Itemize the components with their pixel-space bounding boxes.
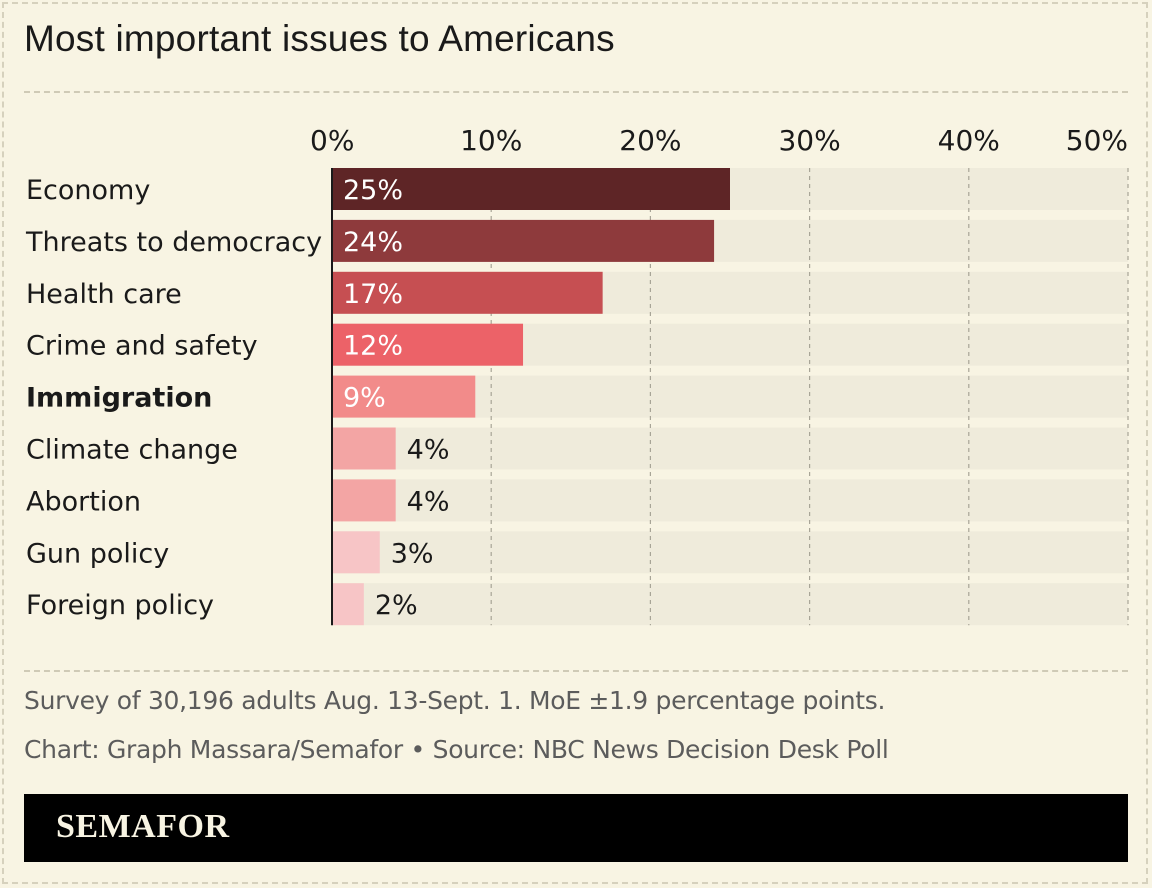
source-credit: Chart: Graph Massara/Semafor • Source: N… xyxy=(24,735,889,764)
bar-chart: 0% 10% 20% 30% 40% 50% Economy 25% Threats to de… xyxy=(25,124,1129,626)
bar xyxy=(332,219,715,262)
category-label: Foreign policy xyxy=(26,590,214,621)
x-tick-label: 10% xyxy=(460,124,522,157)
value-label: 3% xyxy=(391,538,434,569)
value-label: 4% xyxy=(407,435,450,466)
value-label: 9% xyxy=(343,383,386,414)
x-tick-label: 20% xyxy=(619,124,681,157)
value-label: 25% xyxy=(343,175,403,206)
bar xyxy=(332,531,380,574)
title-divider xyxy=(24,91,1128,93)
bar-track xyxy=(332,427,1128,470)
category-label: Threats to democracy xyxy=(25,227,322,258)
bar-track xyxy=(332,583,1128,626)
value-label: 2% xyxy=(375,590,418,621)
bar-track xyxy=(332,479,1128,522)
bar xyxy=(332,583,364,626)
semafor-logo: SEMAFOR xyxy=(56,808,230,845)
category-label: Immigration xyxy=(26,383,212,414)
category-label: Abortion xyxy=(26,486,141,517)
category-label: Climate change xyxy=(26,435,238,466)
brand-bar: SEMAFOR xyxy=(24,794,1128,862)
x-tick-label: 0% xyxy=(310,124,354,157)
x-tick-label: 40% xyxy=(938,124,1000,157)
survey-note: Survey of 30,196 adults Aug. 13-Sept. 1.… xyxy=(24,686,886,715)
category-label: Crime and safety xyxy=(26,331,258,362)
category-label: Gun policy xyxy=(26,538,169,569)
bar xyxy=(332,375,476,418)
x-tick-label: 30% xyxy=(778,124,840,157)
x-tick-label: 50% xyxy=(1066,124,1128,157)
bar xyxy=(332,271,603,314)
value-label: 4% xyxy=(407,486,450,517)
value-label: 12% xyxy=(343,331,403,362)
category-label: Economy xyxy=(26,175,150,206)
bar xyxy=(332,427,396,470)
bar xyxy=(332,323,524,366)
bar xyxy=(332,168,730,210)
notes-divider xyxy=(24,670,1128,672)
bar-track xyxy=(332,531,1128,574)
value-label: 17% xyxy=(343,279,403,310)
bar xyxy=(332,479,396,522)
category-label: Health care xyxy=(26,279,182,310)
chart-title: Most important issues to Americans xyxy=(24,18,615,59)
value-label: 24% xyxy=(343,227,403,258)
